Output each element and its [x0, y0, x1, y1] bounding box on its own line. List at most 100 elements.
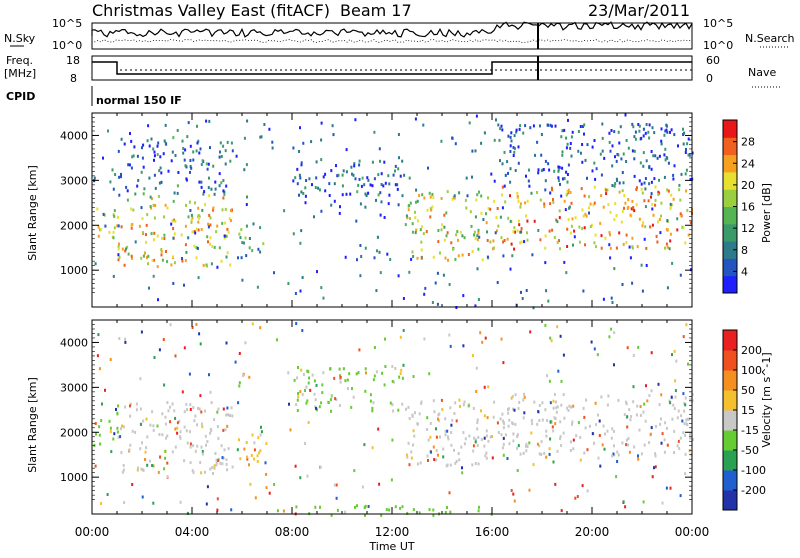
- echo-cell: [648, 165, 651, 169]
- echo-cell: [136, 184, 139, 188]
- echo-speckle: [176, 421, 179, 425]
- echo-cell: [523, 395, 526, 399]
- echo-speckle: [264, 461, 267, 465]
- echo-cell: [154, 204, 157, 207]
- echo-cell: [552, 200, 555, 204]
- echo-cell: [173, 218, 176, 222]
- echo-speckle: [563, 260, 566, 264]
- echo-cell: [657, 220, 659, 224]
- echo-speckle: [665, 486, 668, 490]
- echo-cell: [253, 457, 256, 461]
- echo-speckle: [617, 153, 620, 157]
- echo-speckle: [629, 256, 632, 260]
- echo-cell: [152, 464, 155, 468]
- echo-speckle: [98, 367, 101, 371]
- echo-speckle: [660, 441, 663, 445]
- echo-speckle: [287, 282, 290, 285]
- echo-speckle: [549, 401, 552, 405]
- echo-speckle: [259, 135, 262, 139]
- echo-cell: [153, 158, 155, 162]
- echo-cell: [677, 144, 679, 148]
- nsky-trace: [91, 21, 693, 38]
- echo-speckle: [682, 335, 685, 339]
- echo-cell: [245, 224, 248, 228]
- echo-speckle: [669, 486, 672, 490]
- echo-cell: [147, 254, 150, 258]
- echo-cell: [416, 422, 419, 426]
- echo-cell: [557, 179, 560, 183]
- echo-speckle: [100, 502, 103, 505]
- echo-cell: [141, 468, 144, 472]
- echo-cell: [550, 420, 553, 424]
- echo-cell: [474, 236, 477, 240]
- echo-speckle: [187, 236, 190, 240]
- echo-speckle: [593, 347, 596, 351]
- echo-cell: [231, 208, 233, 212]
- echo-cell: [391, 403, 394, 407]
- echo-speckle: [397, 133, 400, 136]
- echo-cell: [209, 236, 212, 240]
- echo-cell: [406, 455, 409, 459]
- echo-cell: [124, 249, 127, 253]
- echo-speckle: [486, 230, 488, 234]
- power-ylabel: Slant Range [km]: [26, 165, 39, 261]
- echo-cell: [591, 169, 594, 173]
- echo-speckle: [412, 375, 415, 378]
- echo-speckle: [502, 436, 505, 440]
- echo-cell: [206, 440, 209, 444]
- echo-cell: [418, 194, 421, 197]
- echo-cell: [677, 409, 680, 413]
- echo-speckle: [123, 501, 126, 505]
- echo-cell: [295, 403, 298, 406]
- echo-cell: [389, 401, 392, 405]
- echo-speckle: [671, 261, 674, 265]
- echo-cell: [416, 462, 419, 466]
- echo-cell: [419, 461, 422, 465]
- echo-cell: [241, 241, 244, 245]
- echo-cell: [367, 178, 370, 182]
- echo-cell: [613, 429, 615, 433]
- echo-cell: [321, 391, 324, 395]
- echo-cell: [571, 420, 574, 424]
- echo-cell: [119, 427, 122, 431]
- echo-cell: [642, 221, 645, 225]
- echo-cell: [446, 506, 448, 509]
- echo-cell: [644, 131, 647, 135]
- echo-cell: [539, 124, 541, 128]
- echo-cell: [550, 124, 553, 128]
- echo-cell: [654, 198, 657, 202]
- echo-cell: [584, 212, 587, 216]
- echo-cell: [476, 421, 479, 425]
- echo-cell: [608, 131, 611, 135]
- echo-speckle: [208, 119, 211, 123]
- echo-cell: [369, 393, 372, 397]
- echo-speckle: [422, 123, 425, 127]
- echo-cell: [103, 213, 106, 217]
- echo-cell: [321, 383, 324, 387]
- echo-cell: [201, 159, 204, 163]
- echo-cell: [554, 417, 557, 420]
- echo-cell: [656, 156, 659, 160]
- echo-cell: [666, 188, 669, 192]
- echo-cell: [623, 206, 625, 210]
- echo-cell: [384, 181, 387, 185]
- echo-cell: [244, 236, 247, 240]
- echo-speckle: [145, 417, 148, 421]
- echo-speckle: [631, 281, 634, 285]
- echo-cell: [638, 428, 641, 432]
- echo-cell: [669, 232, 672, 236]
- echo-cell: [397, 408, 400, 412]
- echo-cell: [336, 508, 339, 512]
- echo-speckle: [590, 340, 593, 344]
- echo-speckle: [426, 416, 429, 420]
- echo-cell: [687, 137, 690, 141]
- echo-cell: [344, 510, 347, 514]
- echo-cell: [208, 176, 210, 180]
- echo-cell: [606, 188, 609, 192]
- echo-cell: [139, 447, 142, 451]
- echo-cell: [594, 401, 597, 405]
- echo-cell: [354, 505, 356, 509]
- echo-cell: [541, 401, 544, 405]
- nsky-label: N.Sky: [4, 32, 36, 45]
